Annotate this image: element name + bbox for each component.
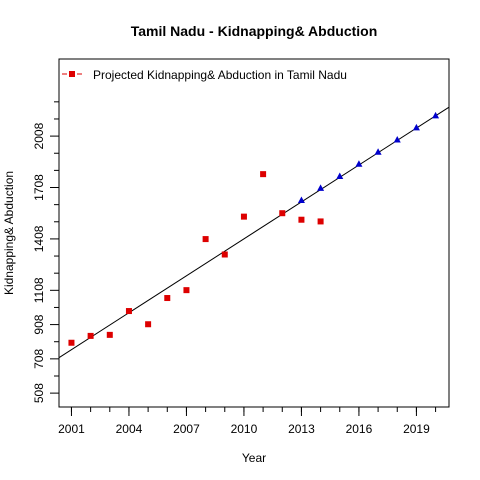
- data-point-triangle: [297, 196, 305, 204]
- x-tick-label: 2013: [288, 422, 315, 436]
- data-point-square: [68, 339, 75, 346]
- x-tick-label: 2016: [346, 422, 373, 436]
- data-point-square: [317, 218, 324, 225]
- y-axis-title: Kidnapping& Abduction: [2, 171, 16, 295]
- y-tick-label: 2008: [32, 122, 46, 149]
- data-point-triangle: [355, 160, 363, 167]
- data-point-triangle: [317, 184, 325, 191]
- data-point-triangle: [393, 136, 401, 143]
- y-tick-label: 1108: [32, 277, 46, 303]
- data-point-square: [145, 321, 152, 328]
- x-axis: 2001 2004 2007 2010 2013 2016 2019: [58, 407, 437, 436]
- trend-line: [58, 106, 450, 359]
- x-tick-label: 2001: [58, 422, 85, 436]
- data-point-square: [240, 213, 247, 220]
- y-tick-label: 708: [32, 349, 46, 369]
- y-tick-label: 1708: [32, 174, 46, 201]
- x-axis-title: Year: [242, 451, 266, 465]
- y-tick-label: 908: [32, 314, 46, 334]
- y-tick-label: 508: [32, 383, 46, 403]
- data-point-square: [87, 332, 94, 339]
- chart-title: Tamil Nadu - Kidnapping& Abduction: [131, 23, 378, 39]
- data-point-square: [106, 331, 113, 338]
- plot-frame: [58, 58, 450, 408]
- data-point-triangle: [374, 148, 382, 155]
- data-point-square: [125, 308, 132, 315]
- x-tick-label: 2004: [116, 422, 143, 436]
- data-point-square: [221, 251, 228, 258]
- plot-content: [58, 106, 450, 359]
- x-tick-label: 2010: [231, 422, 258, 436]
- y-tick-label: 1408: [32, 225, 46, 252]
- y-axis: 508 708 908 1108 1408 1708 2008: [32, 101, 59, 403]
- legend-square-marker: [69, 71, 75, 77]
- data-point-square: [279, 210, 286, 217]
- data-point-triangle: [412, 123, 420, 131]
- x-tick-label: 2007: [173, 422, 200, 436]
- x-tick-label: 2019: [403, 422, 430, 436]
- legend-label: Projected Kidnapping& Abduction in Tamil…: [93, 68, 347, 82]
- data-point-square: [202, 236, 209, 243]
- data-point-square: [164, 295, 171, 302]
- data-point-triangle: [336, 172, 344, 180]
- data-point-square: [260, 171, 267, 178]
- legend: Projected Kidnapping& Abduction in Tamil…: [62, 68, 347, 82]
- data-point-square: [298, 216, 305, 223]
- data-point-triangle: [432, 111, 440, 119]
- data-point-square: [183, 287, 190, 294]
